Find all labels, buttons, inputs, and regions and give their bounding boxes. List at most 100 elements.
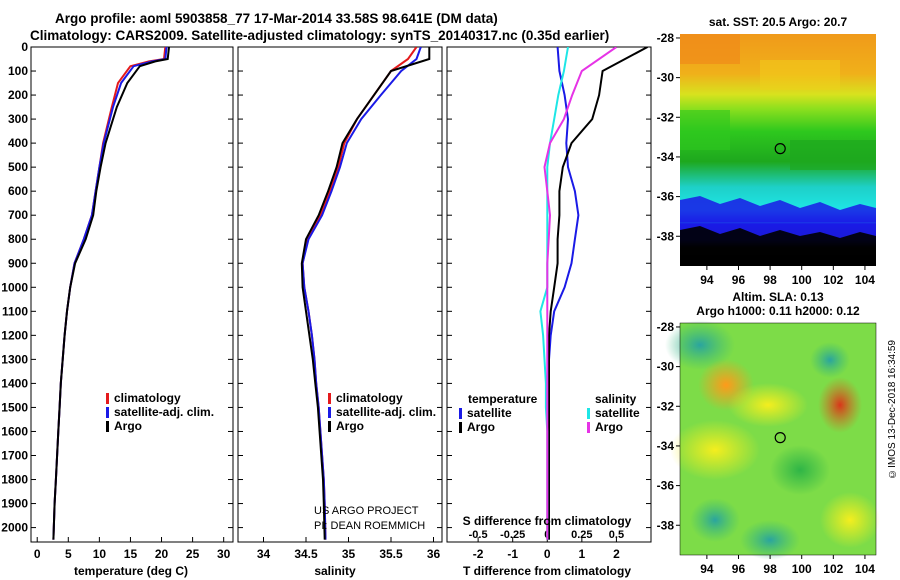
temperature-axis-ticks: 0 5 10 15 20 25 30 xyxy=(31,46,233,561)
series-line-argo xyxy=(52,47,170,540)
x-tick-label: 30 xyxy=(217,547,231,561)
depth-tick-label: 1700 xyxy=(1,448,28,462)
depth-tick-label: 300 xyxy=(8,112,28,126)
difference-profile-lines xyxy=(539,47,648,540)
legend-label: Argo xyxy=(336,419,364,433)
legend-label: Argo xyxy=(114,419,142,433)
t-difference-xlabel: T difference from climatology xyxy=(463,564,631,578)
sla-map-title-line2: Argo h1000: 0.11 h2000: 0.12 xyxy=(696,304,860,318)
s-tick-label: 0.5 xyxy=(609,529,624,541)
depth-tick-label: 1200 xyxy=(1,328,28,342)
legend-label: satellite xyxy=(467,406,512,420)
depth-tick-label: 100 xyxy=(8,64,28,78)
map-x-tick-label: 102 xyxy=(823,273,843,287)
depth-tick-label: 200 xyxy=(8,88,28,102)
s-tick-label: 0.25 xyxy=(571,529,592,541)
legend-swatch xyxy=(587,422,590,433)
legend-salinity-title: salinity xyxy=(595,392,637,406)
x-tick-label: 36 xyxy=(427,547,441,561)
temperature-profile-lines xyxy=(52,47,170,540)
map-x-tick-label: 104 xyxy=(855,562,875,576)
s-tick-label: -0.25 xyxy=(500,529,525,541)
sst-heatmap-detail xyxy=(680,34,876,266)
depth-tick-label: 0 xyxy=(21,40,28,54)
difference-legend: temperaturesatelliteArgosalinitysatellit… xyxy=(459,392,640,434)
map-x-tick-label: 94 xyxy=(700,273,714,287)
legend-label: climatology xyxy=(114,391,181,405)
depth-tick-label: 800 xyxy=(8,232,28,246)
legend-swatch xyxy=(328,393,331,404)
map-x-tick-label: 102 xyxy=(823,562,843,576)
depth-tick-label: 1800 xyxy=(1,473,28,487)
x-tick-label: 34 xyxy=(257,547,271,561)
x-tick-label: 20 xyxy=(155,547,169,561)
argo-project-note-line2: PI: DEAN ROEMMICH xyxy=(314,520,425,532)
argo-project-note-line1: US ARGO PROJECT xyxy=(314,505,419,517)
depth-tick-label: 400 xyxy=(8,136,28,150)
legend-swatch xyxy=(106,421,109,432)
x-tick-label: 0 xyxy=(34,547,41,561)
sst-argo-position-marker xyxy=(774,143,786,155)
s-difference-label: S difference from climatology xyxy=(463,514,632,528)
depth-tick-label: 1000 xyxy=(1,280,28,294)
salinity-plot-frame xyxy=(237,46,443,543)
legend-label: satellite-adj. clim. xyxy=(336,405,436,419)
sla-map-title-line1: Altim. SLA: 0.13 xyxy=(732,290,824,304)
x-tick-label: 10 xyxy=(93,547,107,561)
depth-tick-label: 500 xyxy=(8,160,28,174)
map-x-tick-label: 96 xyxy=(732,562,746,576)
x-tick-label: 35 xyxy=(342,547,356,561)
temperature-panel: 0100200300400500600700800900100011001200… xyxy=(1,40,234,578)
x-tick-label: 34.5 xyxy=(294,547,318,561)
sst-map-ticks: 94 96 98 100 102 104 -28 -30 -32 -34 -36 -38 xyxy=(657,31,876,287)
legend-swatch xyxy=(459,422,462,433)
x-tick-label: -2 xyxy=(473,547,484,561)
legend-label: satellite-adj. clim. xyxy=(114,405,214,419)
map-y-tick-label: -34 xyxy=(657,439,675,453)
map-y-tick-label: -34 xyxy=(657,150,675,164)
x-tick-label: 35.5 xyxy=(379,547,403,561)
difference-panel: -2 -1 0 1 2-0.5 -0.25 0 0.25 0.5 temperaturesate… xyxy=(446,46,652,578)
depth-tick-label: 700 xyxy=(8,208,28,222)
map-y-tick-label: -32 xyxy=(657,399,675,413)
x-tick-label: 2 xyxy=(613,547,620,561)
depth-tick-label: 1400 xyxy=(1,376,28,390)
map-x-tick-label: 94 xyxy=(700,562,714,576)
legend-swatch xyxy=(106,407,109,418)
difference-axis-ticks: -2 -1 0 1 2-0.5 -0.25 0 0.25 0.5 xyxy=(447,46,651,561)
x-tick-label: 1 xyxy=(579,547,586,561)
salinity-xlabel: salinity xyxy=(314,564,356,578)
figure-title-line1: Argo profile: aoml 5903858_77 17-Mar-201… xyxy=(55,11,498,26)
map-x-tick-label: 104 xyxy=(855,273,875,287)
series-line-t-argo xyxy=(548,47,648,540)
x-tick-label: 25 xyxy=(186,547,200,561)
sla-heatmap-detail xyxy=(665,320,880,560)
legend-label: satellite xyxy=(595,406,640,420)
depth-tick-label: 1600 xyxy=(1,424,28,438)
map-y-tick-label: -30 xyxy=(657,360,675,374)
sst-map-panel: sat. SST: 20.5 Argo: 20.7 94 96 98 100 102 10… xyxy=(657,15,876,287)
salinity-axis-ticks: 34 34.5 35 35.5 36 xyxy=(238,46,442,561)
depth-tick-label: 600 xyxy=(8,184,28,198)
map-y-tick-label: -36 xyxy=(657,479,675,493)
temperature-xlabel: temperature (deg C) xyxy=(74,564,188,578)
salinity-panel: 34 34.5 35 35.5 36 climatologysatellite-adj.… xyxy=(237,46,443,578)
sla-map-panel: Altim. SLA: 0.13 Argo h1000: 0.11 h2000:… xyxy=(657,290,880,576)
legend-label: climatology xyxy=(336,391,403,405)
series-line-argo xyxy=(300,47,431,540)
map-y-tick-label: -30 xyxy=(657,71,675,85)
sla-map-ticks: 94 96 98 100 102 104 -28 -30 -32 -34 -36 -38 xyxy=(657,320,876,576)
map-y-tick-label: -38 xyxy=(657,229,675,243)
map-y-tick-label: -28 xyxy=(657,320,675,334)
depth-axis-ticks: 0 100 200 300 400 500 600 700 800 900 1000 1100 1200… xyxy=(1,40,28,535)
depth-tick-label: 2000 xyxy=(1,521,28,535)
depth-tick-label: 1100 xyxy=(2,304,28,318)
legend-swatch xyxy=(106,393,109,404)
legend-swatch xyxy=(587,408,590,419)
figure-title-line2: Climatology: CARS2009. Satellite-adjuste… xyxy=(30,28,610,43)
x-tick-label: 15 xyxy=(124,547,138,561)
series-line-s-argo xyxy=(543,47,617,540)
